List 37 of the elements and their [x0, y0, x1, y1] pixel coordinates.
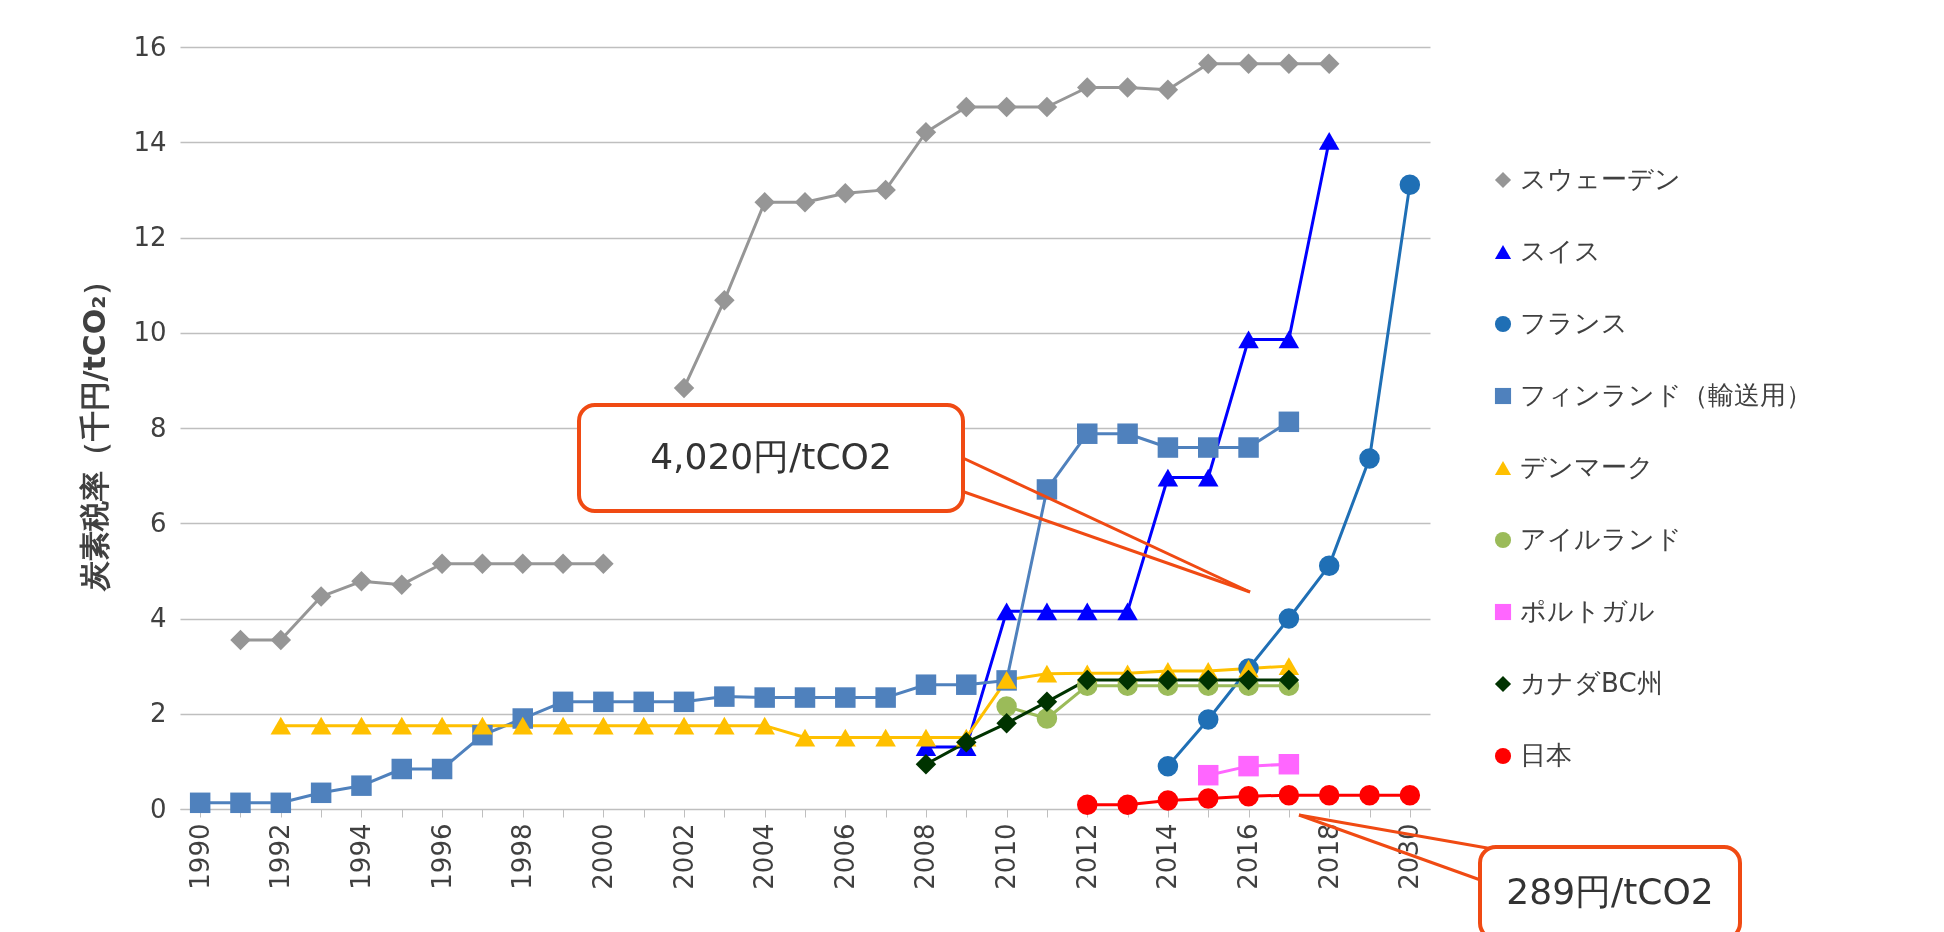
legend-label: フランス: [1520, 308, 1628, 338]
x-tick-label: 1994: [345, 823, 376, 890]
x-tick-label: 1990: [184, 823, 215, 890]
x-tick-label: 2030: [1394, 823, 1425, 890]
x-tick-label: 1992: [265, 823, 296, 890]
y-tick-label: 16: [133, 31, 167, 62]
legend-label: スイス: [1520, 236, 1601, 266]
x-tick-label: 2002: [668, 823, 699, 890]
annotation: 4,020円/tCO2: [650, 436, 892, 477]
y-tick-label: 0: [149, 793, 167, 824]
x-tick-label: 2018: [1313, 823, 1344, 890]
y-tick-label: 4: [149, 603, 167, 633]
x-tick-label: 2000: [587, 823, 618, 890]
legend-label: 日本: [1520, 740, 1572, 770]
legend-label: スウェーデン: [1520, 164, 1681, 194]
x-tick-label: 2014: [1152, 823, 1183, 890]
y-tick-label: 12: [133, 222, 167, 252]
legend-label: デンマーク: [1520, 452, 1654, 482]
legend-label: アイルランド: [1520, 524, 1682, 554]
legend-label: カナダBC州: [1520, 668, 1663, 698]
x-tick-label: 2004: [749, 823, 780, 890]
y-tick-label: 10: [133, 317, 167, 348]
y-tick-label: 14: [133, 126, 167, 157]
text: 289円/tCO2: [1506, 871, 1714, 912]
legend-label: ポルトガル: [1520, 596, 1655, 626]
y-tick-label: 6: [149, 507, 167, 538]
x-tick-label: 2010: [991, 823, 1022, 890]
x-tick-label: 2008: [910, 823, 941, 890]
x-tick-label: 1998: [507, 823, 538, 890]
x-tick-label: 2016: [1233, 823, 1264, 890]
x-tick-label: 2012: [1071, 823, 1102, 890]
y-tick-label: 8: [149, 412, 167, 443]
y-tick-label: 2: [149, 698, 167, 729]
y-axis-title: 炭素税率（千円/tCO₂）: [77, 265, 113, 593]
x-tick-label: 2006: [829, 823, 860, 890]
x-tick-label: 1996: [426, 823, 457, 890]
legend-label: フィンランド（輸送用）: [1520, 380, 1812, 410]
